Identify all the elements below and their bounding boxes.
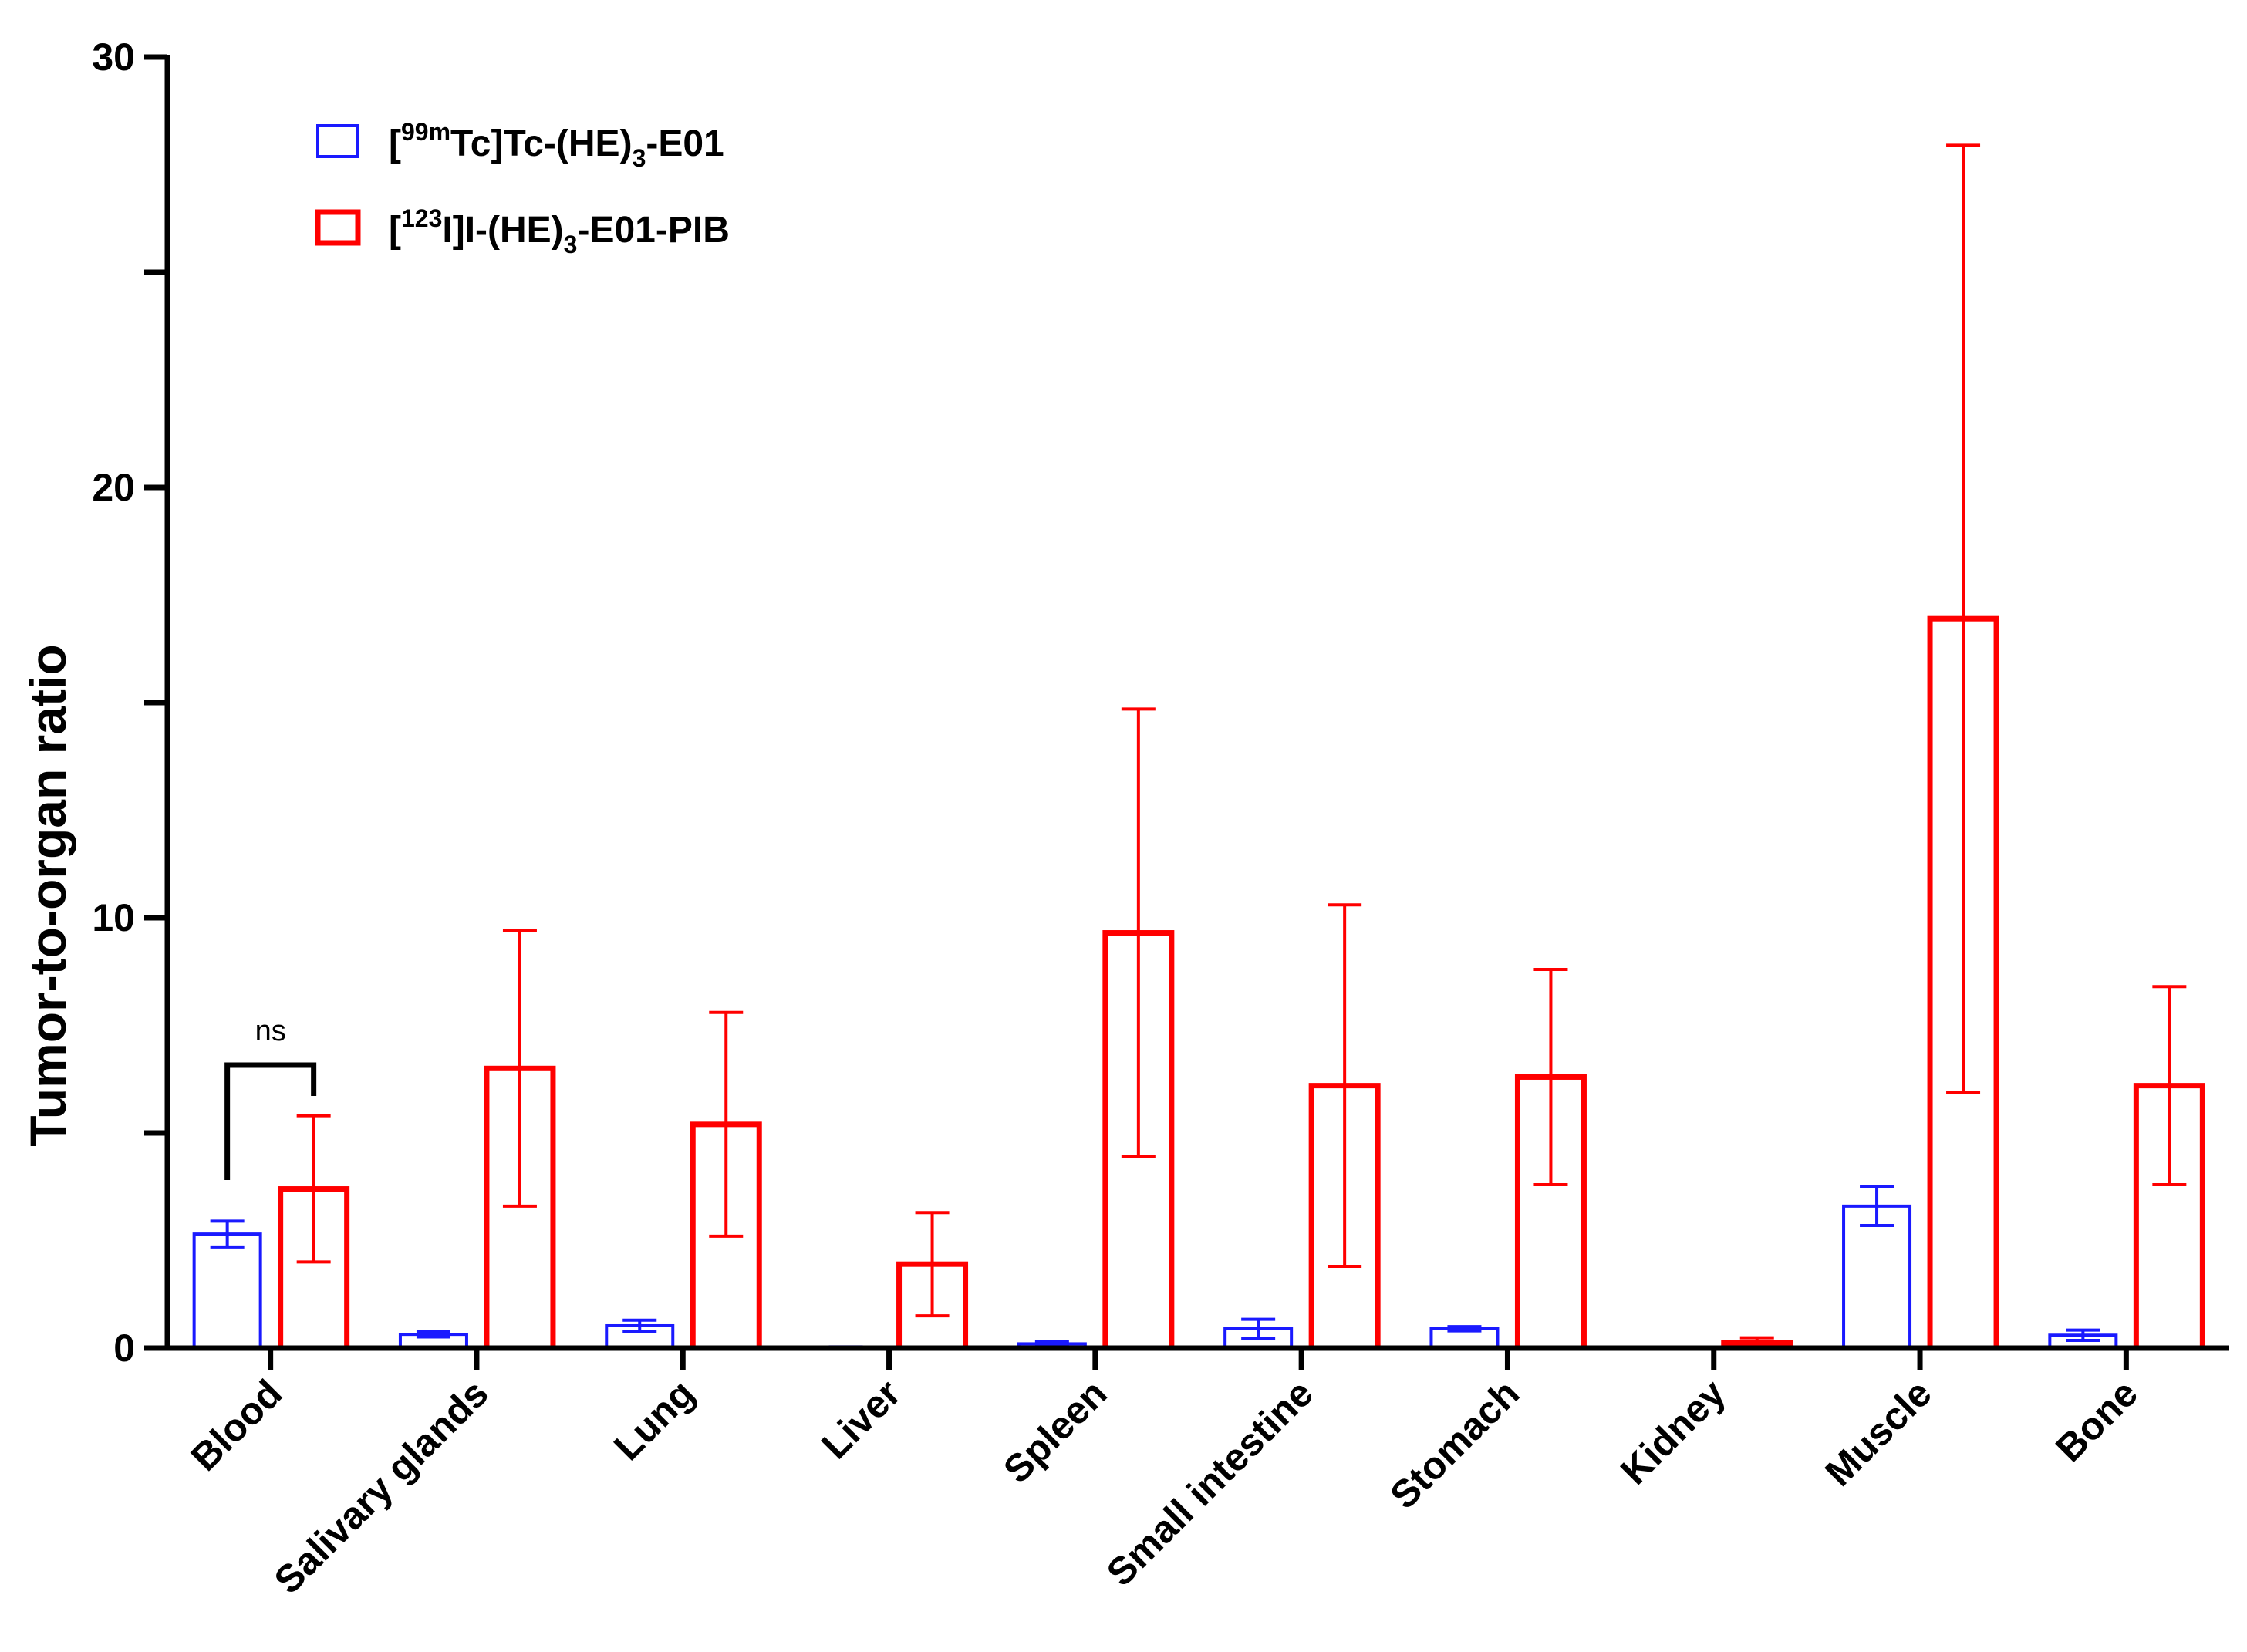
x-tick-label: Small intestine [1098,1371,1321,1594]
bars-layer [192,615,2205,1351]
legend-label: [99mTc]Tc-(HE)3-E01 [389,118,724,172]
x-tick-label: Bone [2047,1371,2146,1470]
y-ticks: 0 10 20 30 [92,35,167,1370]
legend-label: [123I]I-(HE)3-E01-PIB [389,204,730,258]
y-axis-title: Tumor-to-organ ratio [19,644,76,1146]
bar-tc99m-blood [192,1232,262,1350]
ns-label: ns [255,1015,286,1047]
legend-swatch [316,124,359,158]
x-tick-label: Blood [183,1371,291,1479]
x-tick-label: Liver [813,1371,909,1467]
x-tick-label: Spleen [995,1371,1115,1492]
x-tick-label: Muscle [1817,1371,1939,1494]
y-tick-label: 10 [92,896,135,939]
error-bars-layer [210,143,2187,1350]
ns-bracket [224,1062,317,1180]
legend-swatch [315,209,361,246]
legend: [99mTc]Tc-(HE)3-E01 [123I]I-(HE)3-E01-PIB [315,118,730,258]
x-tick-label: Kidney [1612,1371,1734,1493]
x-tick-label: Salivary glands [266,1371,497,1602]
bar-tc99m-muscle [1842,1204,1912,1350]
annotations: ns [224,1015,317,1180]
y-tick-label: 30 [92,35,135,79]
y-tick-label: 0 [113,1327,135,1370]
y-tick-label: 20 [92,466,135,509]
x-tick-label: Stomach [1382,1371,1527,1517]
x-tick-label: Lung [606,1371,703,1468]
